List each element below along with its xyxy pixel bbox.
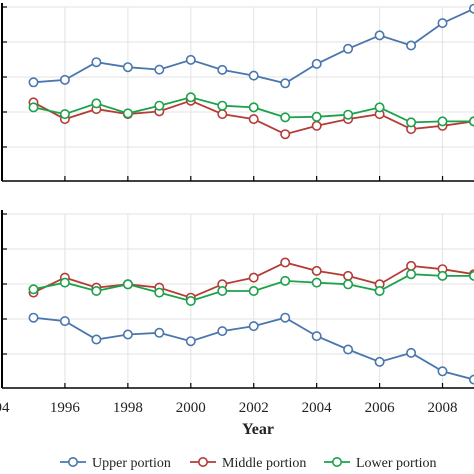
- data-point-upper-portion: [122, 329, 133, 340]
- legend-label-upper-portion: Upper portion: [92, 456, 171, 471]
- data-point-upper-portion: [406, 347, 417, 358]
- data-point-lower-portion: [437, 270, 448, 281]
- data-point-lower-portion: [406, 269, 417, 280]
- data-point-lower-portion: [91, 98, 102, 109]
- data-point-upper-portion: [91, 57, 102, 68]
- data-point-upper-portion: [28, 77, 39, 88]
- x-tick-label: 94: [0, 400, 10, 416]
- data-point-lower-portion: [59, 277, 70, 288]
- x-tick-label: 2002: [239, 400, 269, 416]
- legend-marker-upper-portion: [68, 456, 79, 467]
- data-point-upper-portion: [374, 356, 385, 367]
- data-point-upper-portion: [374, 30, 385, 41]
- data-point-lower-portion: [122, 279, 133, 290]
- top-panel: [1, 3, 474, 182]
- data-point-lower-portion: [91, 285, 102, 296]
- data-point-upper-portion: [154, 327, 165, 338]
- data-point-lower-portion: [374, 285, 385, 296]
- x-tick-label: 2006: [365, 400, 396, 416]
- data-point-upper-portion: [311, 331, 322, 342]
- data-point-lower-portion: [437, 116, 448, 127]
- data-point-upper-portion: [217, 64, 228, 75]
- data-point-lower-portion: [185, 295, 196, 306]
- data-point-lower-portion: [311, 277, 322, 288]
- data-point-upper-portion: [280, 312, 291, 323]
- x-tick-label: 1998: [113, 400, 143, 416]
- data-point-upper-portion: [469, 3, 474, 14]
- data-point-middle-portion: [217, 109, 228, 120]
- data-point-lower-portion: [122, 108, 133, 119]
- data-point-lower-portion: [217, 100, 228, 111]
- data-point-lower-portion: [469, 116, 474, 127]
- data-point-middle-portion: [248, 272, 259, 283]
- data-point-middle-portion: [280, 257, 291, 268]
- legend: Upper portion Middle portion Lower portion: [60, 456, 436, 471]
- data-point-upper-portion: [311, 58, 322, 69]
- data-point-middle-portion: [280, 129, 291, 140]
- data-point-middle-portion: [406, 260, 417, 271]
- data-point-lower-portion: [280, 112, 291, 123]
- data-point-lower-portion: [343, 279, 354, 290]
- data-point-upper-portion: [59, 74, 70, 85]
- data-point-upper-portion: [91, 334, 102, 345]
- data-point-upper-portion: [406, 40, 417, 51]
- x-tick-label: 2004: [302, 400, 333, 416]
- data-point-upper-portion: [154, 64, 165, 75]
- data-point-upper-portion: [437, 18, 448, 29]
- data-point-lower-portion: [154, 100, 165, 111]
- data-point-middle-portion: [311, 265, 322, 276]
- data-point-lower-portion: [248, 285, 259, 296]
- data-point-upper-portion: [343, 43, 354, 54]
- x-tick-label: 2000: [176, 400, 206, 416]
- data-point-upper-portion: [28, 312, 39, 323]
- legend-label-middle-portion: Middle portion: [222, 456, 306, 471]
- x-tick-label: 2008: [428, 400, 458, 416]
- data-point-lower-portion: [374, 102, 385, 113]
- bottom-panel: [1, 210, 474, 389]
- data-point-upper-portion: [217, 326, 228, 337]
- data-point-lower-portion: [343, 109, 354, 120]
- data-point-upper-portion: [122, 62, 133, 73]
- data-point-lower-portion: [311, 111, 322, 122]
- data-point-lower-portion: [185, 92, 196, 103]
- data-point-upper-portion: [469, 374, 474, 385]
- x-tick-labels: 94 1996 1998 2000 2002 2004 2006 2008: [0, 400, 458, 416]
- data-point-upper-portion: [185, 54, 196, 65]
- data-point-upper-portion: [185, 336, 196, 347]
- data-point-lower-portion: [59, 109, 70, 120]
- data-point-middle-portion: [311, 120, 322, 131]
- data-point-lower-portion: [154, 287, 165, 298]
- data-point-upper-portion: [59, 316, 70, 327]
- data-point-upper-portion: [280, 78, 291, 89]
- legend-label-lower-portion: Lower portion: [356, 456, 436, 471]
- data-point-lower-portion: [469, 270, 474, 281]
- x-tick-label: 1996: [50, 400, 81, 416]
- legend-marker-middle-portion: [198, 456, 209, 467]
- data-point-lower-portion: [217, 285, 228, 296]
- data-point-upper-portion: [248, 70, 259, 81]
- x-axis-title: Year: [242, 421, 274, 438]
- data-point-middle-portion: [343, 270, 354, 281]
- data-point-middle-portion: [248, 114, 259, 125]
- legend-marker-lower-portion: [331, 456, 342, 467]
- data-point-lower-portion: [280, 275, 291, 286]
- data-point-lower-portion: [28, 284, 39, 295]
- data-point-upper-portion: [343, 344, 354, 355]
- data-point-upper-portion: [248, 321, 259, 332]
- data-point-lower-portion: [406, 117, 417, 128]
- data-point-lower-portion: [28, 102, 39, 113]
- data-point-lower-portion: [248, 102, 259, 113]
- data-point-upper-portion: [437, 366, 448, 377]
